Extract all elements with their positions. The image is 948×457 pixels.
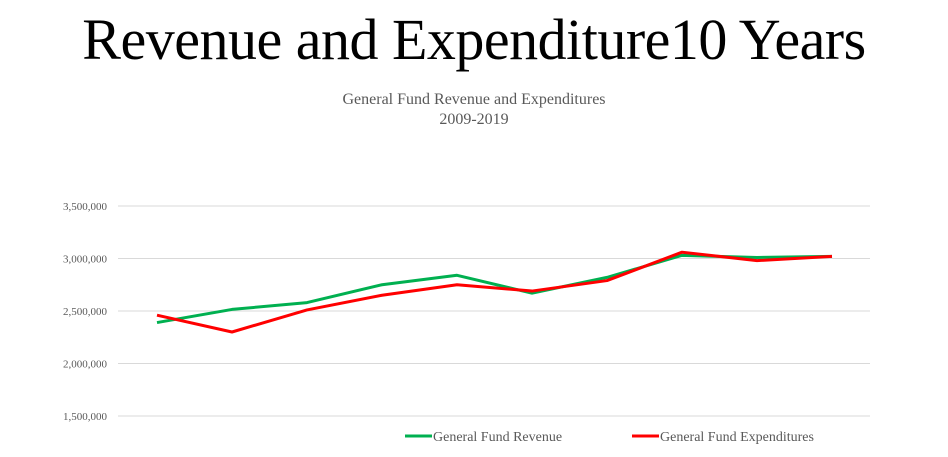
chart-subtitle: 2009-2019 [439,111,509,128]
chart-title: General Fund Revenue and Expenditures [342,91,606,108]
legend-item: General Fund Expenditures [632,430,814,445]
legend-label: General Fund Expenditures [660,430,814,445]
page-title: Revenue and Expenditure10 Years [82,7,866,72]
legend: General Fund Revenue General Fund Expendi… [405,430,814,445]
y-tick-label: 3,500,000 [63,201,108,213]
expenditures-series-line [156,250,833,334]
y-axis-ticks: 1,500,000 2,000,000 2,500,000 3,000,000 3,50… [63,201,108,423]
legend-item: General Fund Revenue [405,430,562,445]
chart-title-block: General Fund Revenue and Expenditures 20… [0,90,948,130]
y-tick-label: 1,500,000 [63,411,108,423]
y-tick-label: 3,000,000 [63,254,108,266]
y-tick-label: 2,000,000 [63,359,108,371]
legend-label: General Fund Revenue [433,430,562,445]
series-lines [156,250,833,334]
y-tick-label: 2,500,000 [63,306,108,318]
